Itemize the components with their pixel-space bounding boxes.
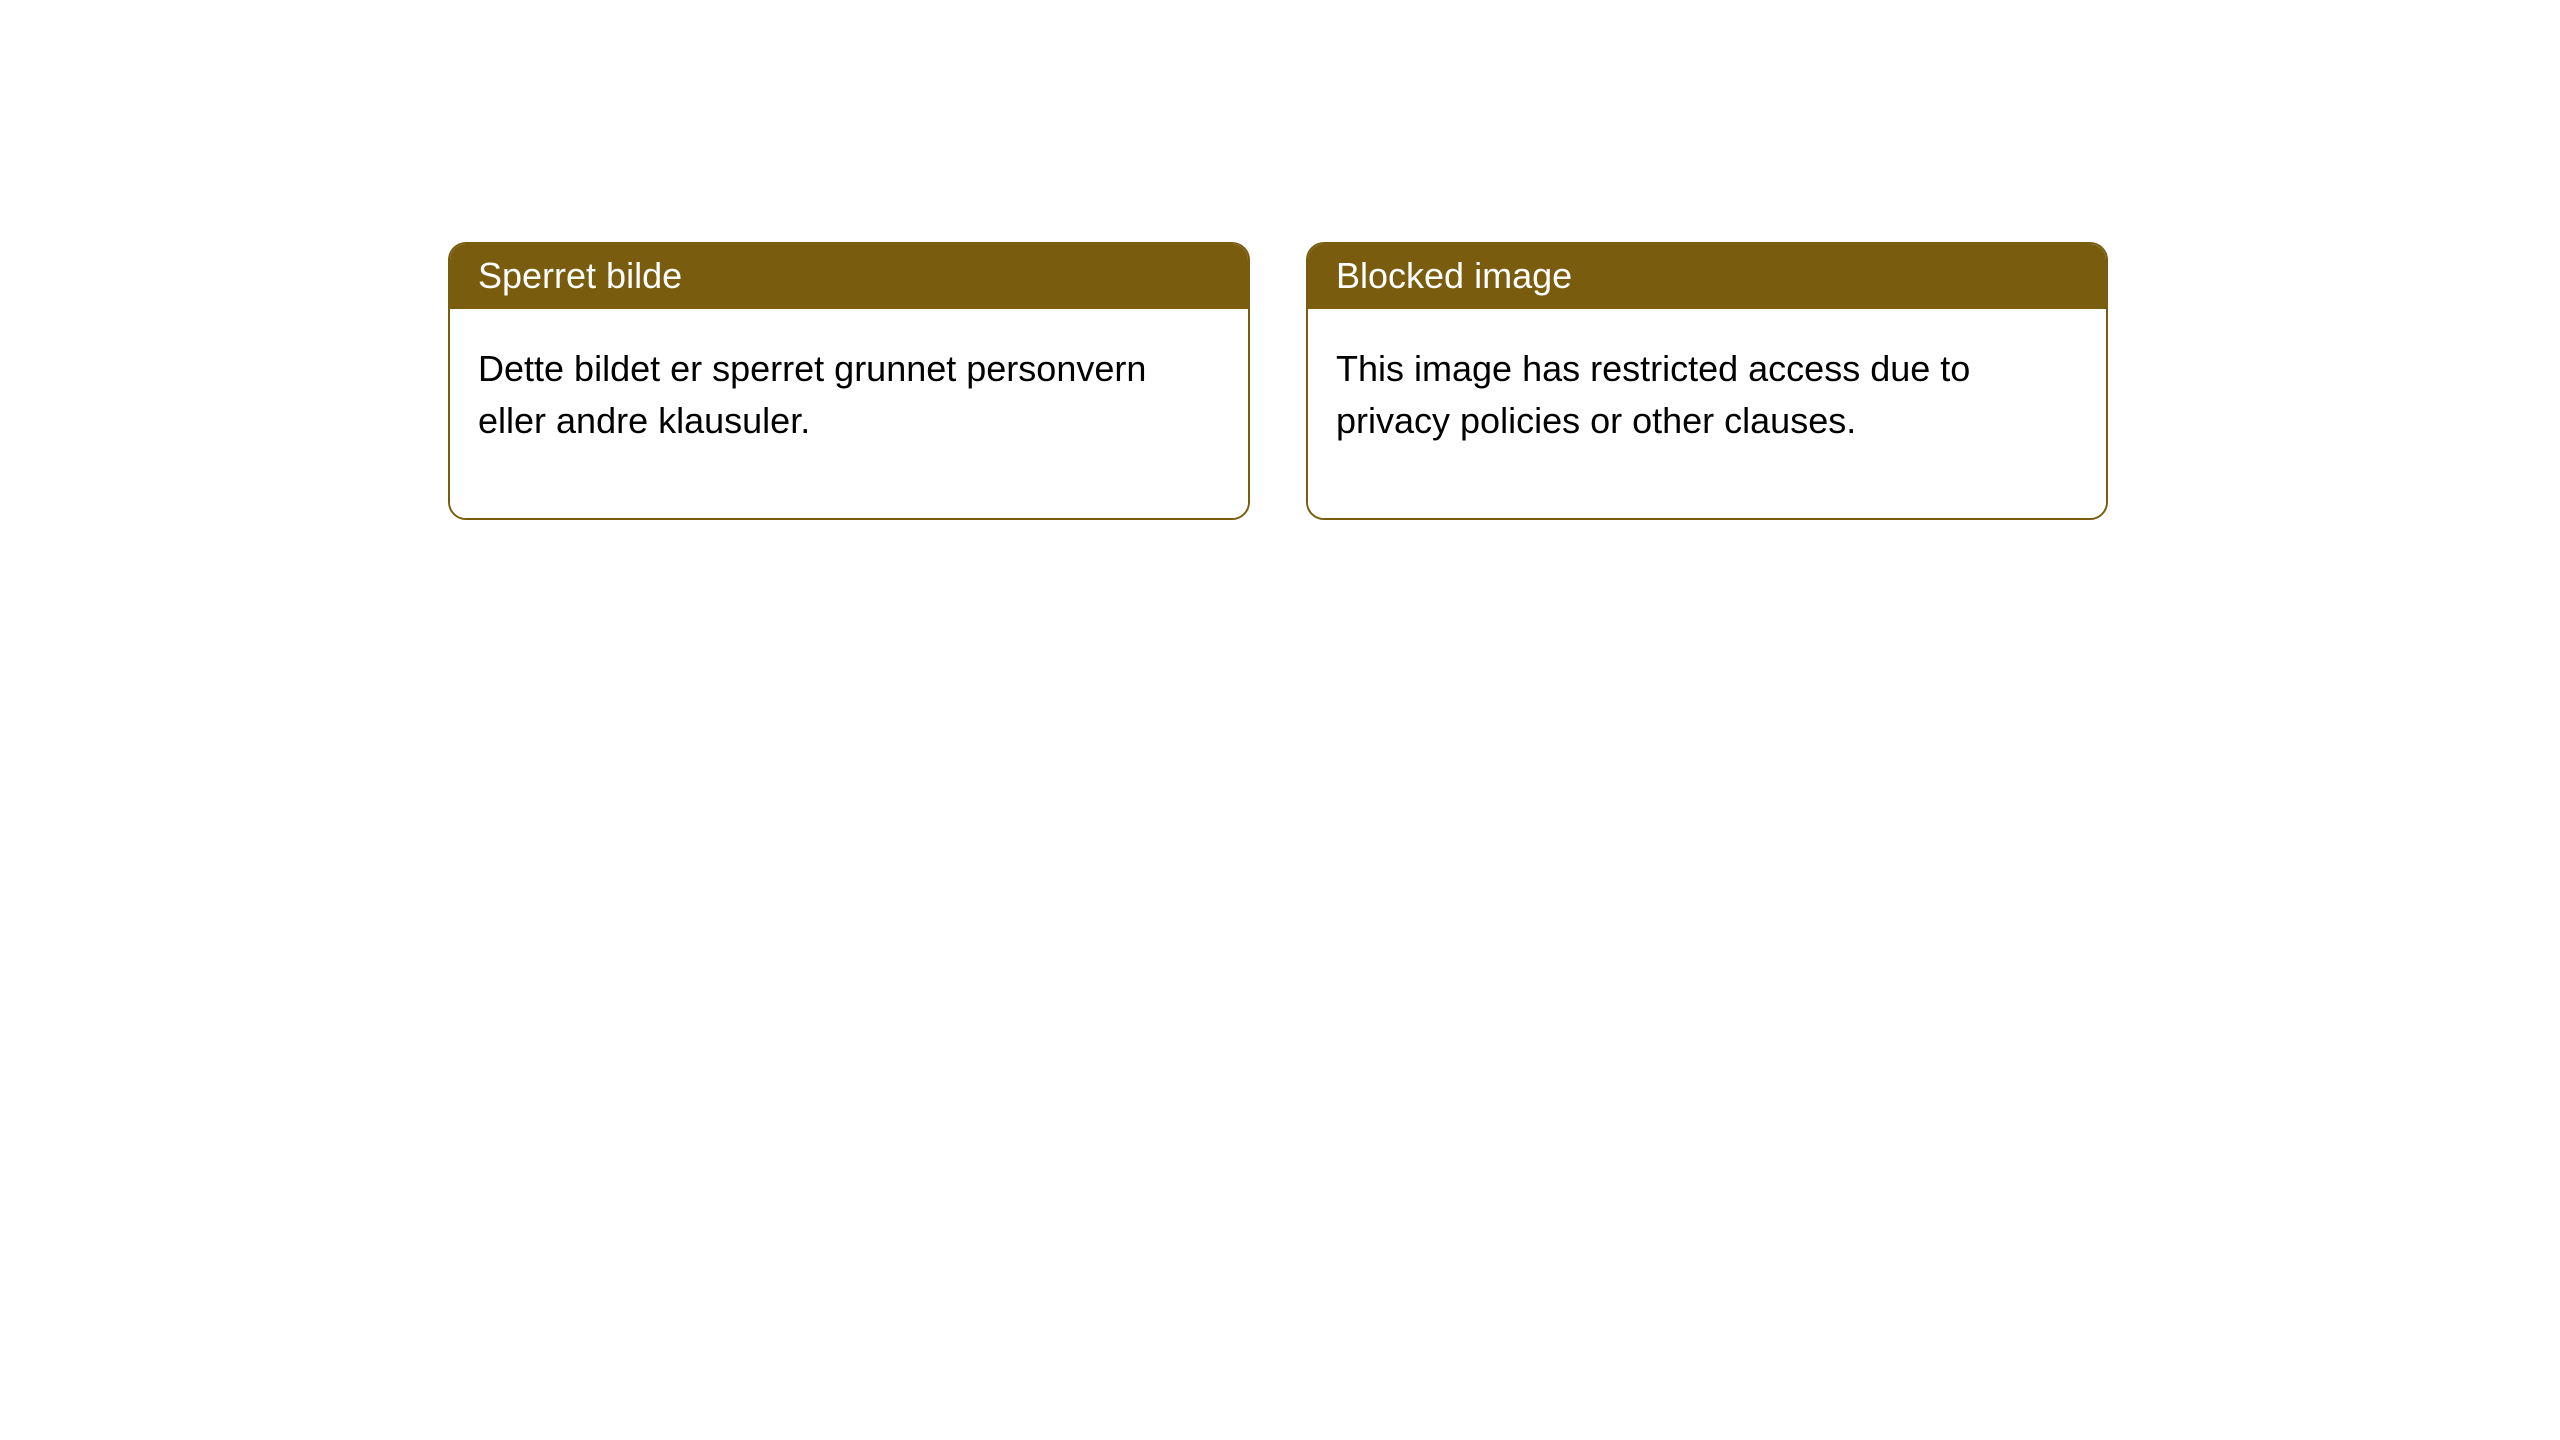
notice-card-title: Sperret bilde	[450, 244, 1248, 309]
notice-card-message: This image has restricted access due to …	[1336, 343, 2078, 447]
notice-card-message: Dette bildet er sperret grunnet personve…	[478, 343, 1220, 447]
notice-card-body: Dette bildet er sperret grunnet personve…	[450, 309, 1248, 517]
notice-card-no: Sperret bilde Dette bildet er sperret gr…	[448, 242, 1250, 520]
notice-card-title: Blocked image	[1308, 244, 2106, 309]
notice-card-body: This image has restricted access due to …	[1308, 309, 2106, 517]
notice-card-en: Blocked image This image has restricted …	[1306, 242, 2108, 520]
notice-cards-container: Sperret bilde Dette bildet er sperret gr…	[448, 242, 2108, 520]
